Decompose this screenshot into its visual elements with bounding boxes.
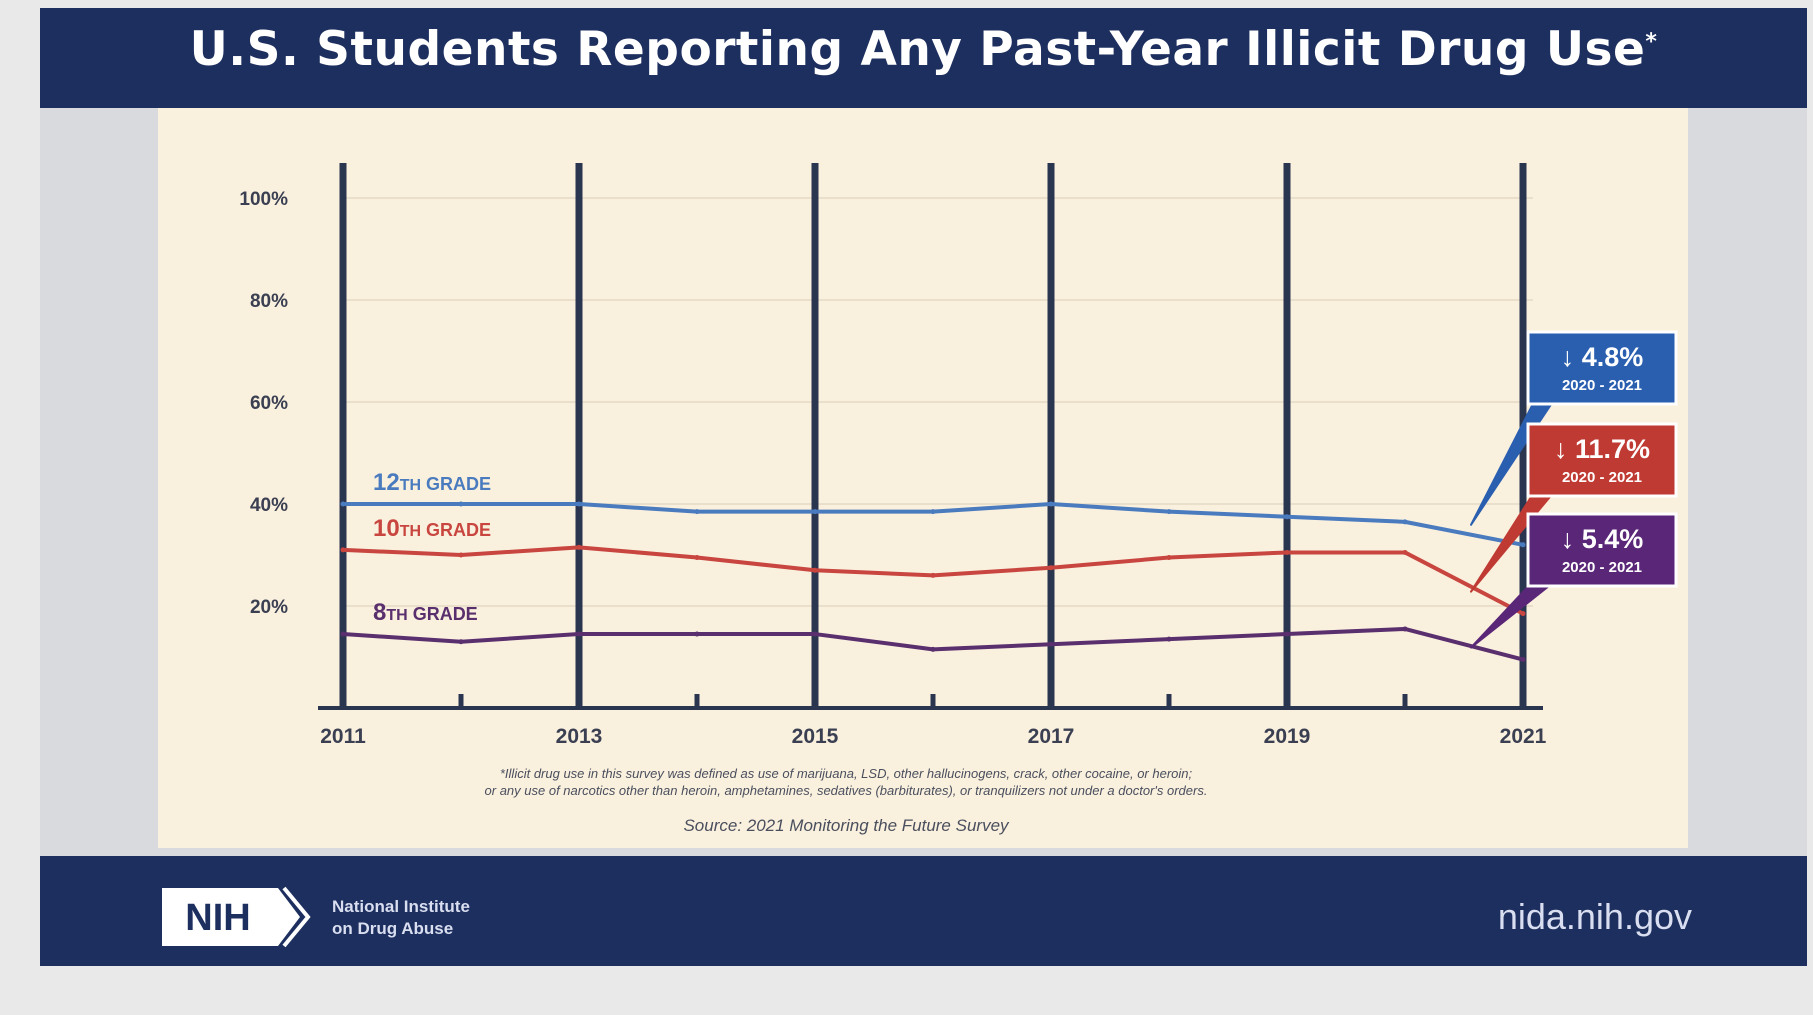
data-point (340, 501, 346, 507)
data-point (1166, 555, 1172, 561)
label-layer: 12TH GRADE 10TH GRADE 8TH GRADE (373, 469, 491, 626)
x-tick-label: 2019 (1264, 725, 1311, 748)
note-layer: *Illicit drug use in this survey was def… (485, 766, 1208, 835)
series-label-0: 12TH GRADE (373, 469, 491, 496)
data-point (1166, 509, 1172, 515)
data-point (1048, 565, 1054, 571)
badge-change-text: ↓ 4.8% (1561, 342, 1644, 372)
data-point (1284, 514, 1290, 520)
line-chart: 20% 40% 60% 80% 100% 2011 2013 2015 2017 2019 2021… (239, 163, 1678, 835)
change-badge (1526, 330, 1678, 406)
org-name: National Institute on Drug Abuse (332, 896, 562, 940)
data-point (1284, 631, 1290, 637)
change-badge (1526, 512, 1678, 588)
series-line-1 (342, 545, 1524, 616)
data-point (1402, 626, 1408, 632)
footer-bar: NIH National Institute on Drug Abuse nid… (40, 856, 1807, 966)
y-tick-label: 80% (250, 291, 288, 312)
data-point (694, 631, 700, 637)
data-point (458, 552, 464, 558)
data-point (340, 631, 346, 637)
data-point (576, 544, 582, 550)
data-point (930, 572, 936, 578)
y-tick-label: 20% (250, 597, 288, 618)
x-tick-label: 2015 (792, 725, 839, 748)
data-point (812, 509, 818, 515)
org-name-line-2: on Drug Abuse (332, 919, 454, 938)
badge-layer: ↓ 4.8% 2020 - 2021 ↓ 11.7% 2020 - 2021 ↓ 5.4… (1470, 330, 1678, 649)
plot-panel: 20% 40% 60% 80% 100% 2011 2013 2015 2017 2019 2021… (158, 108, 1688, 848)
x-tick-label: 2021 (1500, 725, 1547, 748)
y-tick-label: 100% (239, 189, 288, 210)
data-point (694, 509, 700, 515)
line-layer (340, 501, 1526, 663)
data-point (458, 639, 464, 645)
data-point (1048, 641, 1054, 647)
data-point (1166, 636, 1172, 642)
footnote-line-2: or any use of narcotics other than heroi… (485, 783, 1208, 798)
badge-change-text: ↓ 5.4% (1561, 524, 1644, 554)
source-note: Source: 2021 Monitoring the Future Surve… (683, 816, 1010, 835)
nih-logo-text: NIH (185, 897, 250, 939)
title-bar: U.S. Students Reporting Any Past-Year Il… (40, 8, 1807, 108)
data-point (576, 501, 582, 507)
change-badge (1526, 422, 1678, 498)
data-point (1402, 549, 1408, 555)
org-name-line-1: National Institute (332, 897, 470, 916)
x-tick-label: 2017 (1028, 725, 1075, 748)
data-point (340, 547, 346, 553)
series-label-1: 10TH GRADE (373, 515, 491, 542)
data-point (458, 501, 464, 507)
data-point (1402, 519, 1408, 525)
data-point (1520, 657, 1526, 663)
site-url[interactable]: nida.nih.gov (1497, 896, 1692, 937)
chart-title: U.S. Students Reporting Any Past-Year Il… (40, 22, 1807, 77)
data-point (1520, 542, 1526, 548)
x-tick-label: 2011 (320, 725, 366, 748)
data-point (1520, 611, 1526, 617)
infographic-frame: U.S. Students Reporting Any Past-Year Il… (40, 8, 1807, 966)
data-point (576, 631, 582, 637)
y-tick-label: 40% (250, 495, 288, 516)
series-line-2 (342, 626, 1524, 662)
x-tick-label: 2013 (556, 725, 603, 748)
chart-title-mark: * (1645, 29, 1658, 55)
badge-period-text: 2020 - 2021 (1562, 377, 1642, 394)
badge-period-text: 2020 - 2021 (1562, 469, 1642, 486)
data-point (1048, 501, 1054, 507)
data-point (930, 646, 936, 652)
series-label-2: 8TH GRADE (373, 599, 478, 626)
y-tick-label: 60% (250, 393, 288, 414)
footnote-line-1: *Illicit drug use in this survey was def… (500, 766, 1193, 781)
badge-period-text: 2020 - 2021 (1562, 559, 1642, 576)
data-point (694, 555, 700, 561)
nih-logo: NIH (162, 886, 311, 948)
data-point (812, 567, 818, 573)
badge-change-text: ↓ 11.7% (1554, 434, 1650, 464)
chart-title-text: U.S. Students Reporting Any Past-Year Il… (189, 22, 1646, 77)
data-point (930, 509, 936, 515)
data-point (812, 631, 818, 637)
data-point (1284, 549, 1290, 555)
axis-layer: 20% 40% 60% 80% 100% 2011 2013 2015 2017 2019 2021 (239, 163, 1547, 748)
grid-layer (343, 197, 1533, 607)
